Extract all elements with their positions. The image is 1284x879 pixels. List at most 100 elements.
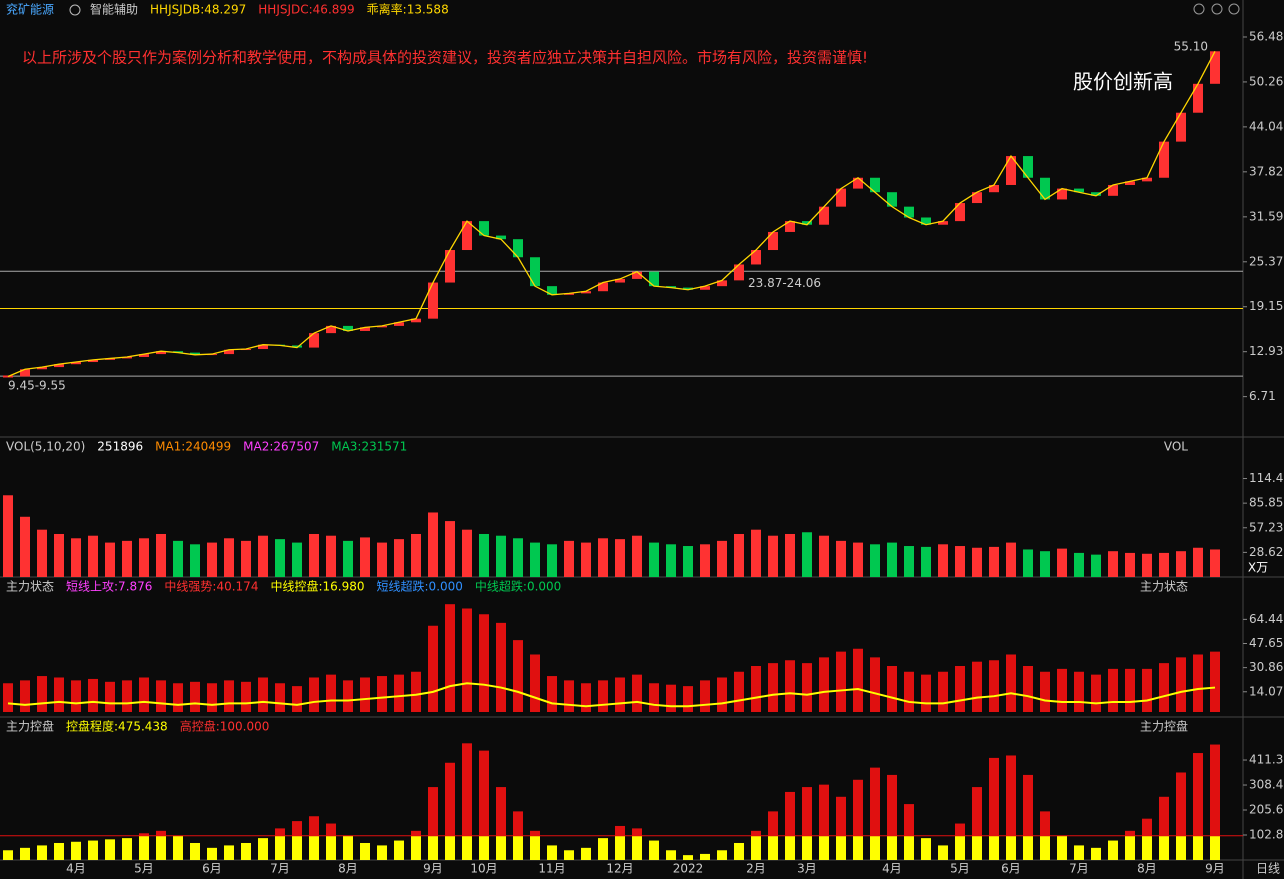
period-label[interactable]: 日线 bbox=[1256, 862, 1280, 876]
candle bbox=[972, 192, 982, 204]
control-bar-low bbox=[955, 835, 965, 860]
strength-bar bbox=[207, 683, 217, 712]
x-tick-label: 5月 bbox=[950, 862, 970, 876]
candle bbox=[54, 364, 64, 368]
x-tick-label: 4月 bbox=[66, 862, 86, 876]
legend-text: 控盘程度:475.438 bbox=[66, 719, 168, 734]
volume-bar bbox=[870, 544, 880, 577]
control-bar-high bbox=[1193, 753, 1203, 836]
control-bar-low bbox=[343, 835, 353, 860]
control-bar-low bbox=[1176, 835, 1186, 860]
y-tick-label: 102.83 bbox=[1249, 828, 1284, 842]
close-icon[interactable] bbox=[1228, 3, 1240, 15]
volume-bar bbox=[921, 546, 931, 577]
candle bbox=[428, 282, 438, 319]
candle bbox=[1142, 177, 1152, 182]
control-bar-low bbox=[394, 840, 404, 860]
control-bar-high bbox=[1159, 796, 1169, 836]
settings-icon[interactable] bbox=[1193, 3, 1205, 15]
strength-bar bbox=[870, 657, 880, 712]
legend-text: 短线上攻:7.876 bbox=[66, 580, 152, 594]
strength-bar bbox=[700, 680, 710, 712]
control-bar-low bbox=[37, 845, 47, 860]
volume-bar bbox=[904, 546, 914, 577]
volume-bar bbox=[292, 542, 302, 577]
candle bbox=[394, 322, 404, 326]
candle bbox=[853, 177, 863, 189]
candle bbox=[445, 250, 455, 283]
y-tick-label: 6.71 bbox=[1249, 389, 1276, 403]
strength-bar bbox=[734, 671, 744, 712]
volume-bar bbox=[1057, 548, 1067, 577]
panel-label: VOL bbox=[1164, 440, 1188, 454]
legend-text: 中线强势:40.174 bbox=[164, 579, 258, 594]
volume-bar bbox=[428, 512, 438, 577]
volume-bar bbox=[207, 542, 217, 577]
candle bbox=[105, 358, 115, 360]
control-bar-low bbox=[241, 842, 251, 860]
volume-bar bbox=[496, 535, 506, 577]
volume-bar bbox=[887, 542, 897, 577]
candle bbox=[377, 325, 387, 328]
strength-bar bbox=[717, 677, 727, 712]
volume-bar bbox=[1074, 552, 1084, 577]
volume-bar bbox=[1091, 554, 1101, 577]
volume-bar bbox=[360, 537, 370, 577]
candle bbox=[1108, 184, 1118, 196]
strength-bar bbox=[666, 684, 676, 712]
candle bbox=[785, 221, 795, 232]
control-bar-high bbox=[785, 791, 795, 836]
disclaimer: 以上所涉及个股只作为案例分析和教学使用，不构成具体的投资建议，投资者应独立决策并… bbox=[22, 49, 868, 67]
candle bbox=[530, 257, 540, 287]
strength-bar bbox=[989, 660, 999, 712]
strength-bar bbox=[1159, 663, 1169, 712]
control-bar-low bbox=[802, 835, 812, 860]
candle bbox=[581, 291, 591, 294]
control-bar-low bbox=[122, 838, 132, 860]
control-bar-low bbox=[853, 835, 863, 860]
strength-bar bbox=[683, 686, 693, 712]
candle bbox=[700, 286, 710, 290]
candle bbox=[1023, 156, 1033, 178]
volume-bar bbox=[88, 535, 98, 577]
volume-bar bbox=[1159, 552, 1169, 577]
volume-bar bbox=[1176, 551, 1186, 577]
volume-bar bbox=[156, 533, 166, 577]
candle bbox=[819, 206, 829, 225]
legend-text: MA1:240499 bbox=[155, 440, 231, 454]
strength-bar bbox=[343, 680, 353, 712]
y-tick-label: 31.59 bbox=[1249, 209, 1283, 223]
x-tick-label: 2月 bbox=[746, 862, 766, 876]
control-bar-high bbox=[1023, 774, 1033, 836]
strength-bar bbox=[71, 680, 81, 712]
volume-bar bbox=[938, 544, 948, 577]
control-bar-high bbox=[972, 787, 982, 836]
volume-bar bbox=[632, 535, 642, 577]
control-bar-low bbox=[717, 850, 727, 860]
stock-name[interactable]: 兖矿能源 bbox=[6, 2, 54, 17]
volume-bar bbox=[275, 539, 285, 577]
control-bar-low bbox=[224, 845, 234, 860]
y-tick-label: 57.23 bbox=[1249, 520, 1283, 534]
strength-bar bbox=[921, 674, 931, 712]
volume-bar bbox=[1210, 549, 1220, 577]
control-bar-high bbox=[428, 787, 438, 836]
candle bbox=[717, 280, 727, 287]
candle bbox=[564, 293, 574, 295]
candle bbox=[173, 351, 183, 353]
control-bar-high bbox=[479, 750, 489, 836]
strength-bar bbox=[1193, 654, 1203, 712]
candle bbox=[1125, 181, 1135, 185]
annotation: 股价创新高 bbox=[1073, 70, 1173, 94]
volume-bar bbox=[20, 516, 30, 577]
candle bbox=[1176, 112, 1186, 142]
candle bbox=[938, 221, 948, 225]
help-icon[interactable] bbox=[1211, 3, 1223, 15]
volume-bar bbox=[190, 544, 200, 577]
x-tick-label: 9月 bbox=[423, 862, 443, 876]
volume-bar bbox=[564, 540, 574, 577]
volume-bar bbox=[819, 535, 829, 577]
dropdown-icon[interactable] bbox=[69, 4, 81, 16]
control-bar-low bbox=[377, 845, 387, 860]
